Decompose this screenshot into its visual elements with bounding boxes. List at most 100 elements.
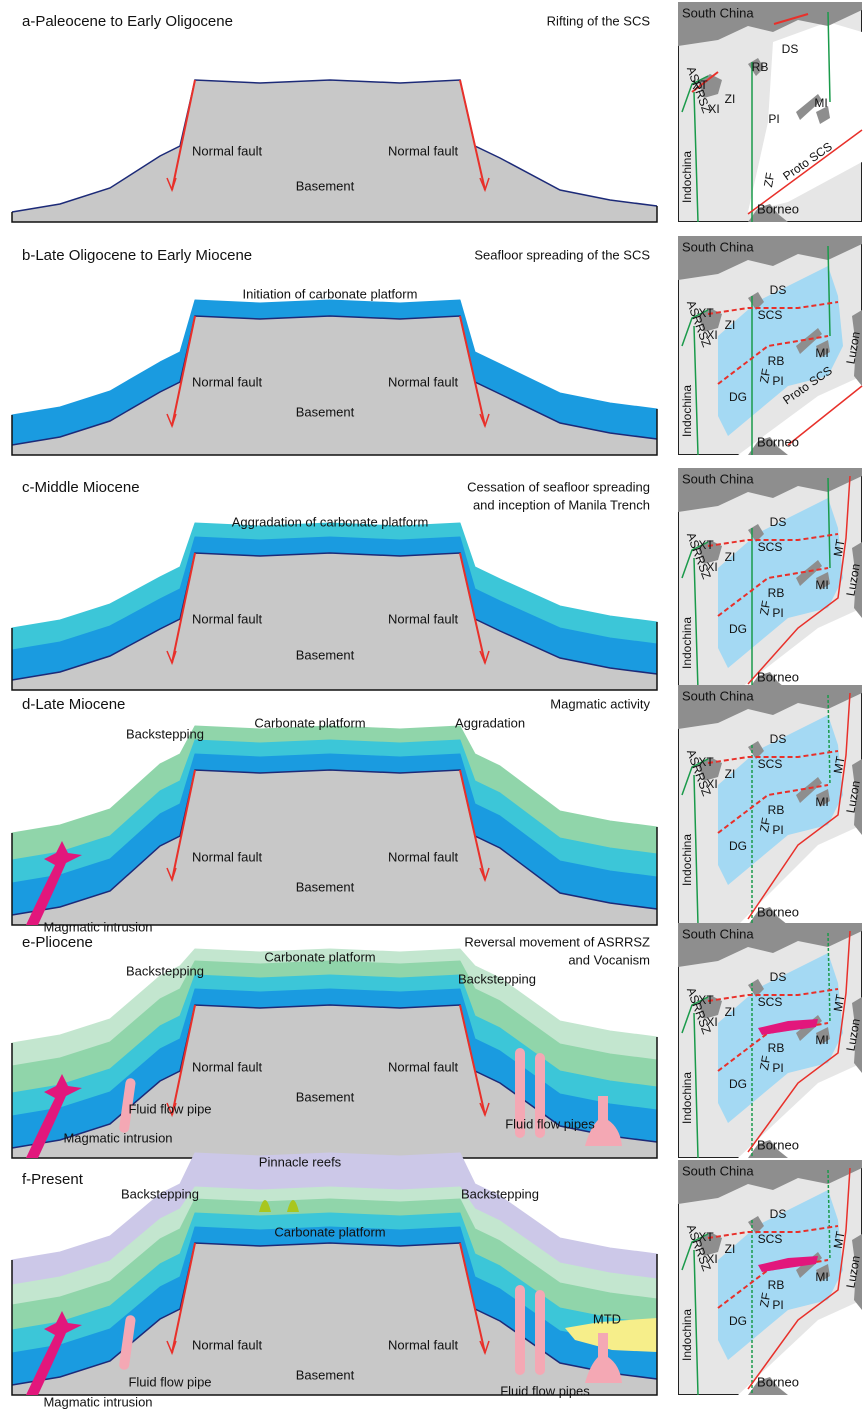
map-label: South China [682, 239, 754, 254]
panel-title: b-Late Oligocene to Early Miocene [22, 247, 252, 264]
map-label: RB [768, 586, 785, 600]
event-label: and inception of Manila Trench [473, 497, 650, 512]
map-label: DG [729, 839, 747, 853]
map: South ChinaDSRBXTZIXIPIMIASRRSZZFProto S… [678, 2, 862, 222]
section-label: Magmatic intrusion [43, 919, 152, 934]
section-label: Normal fault [388, 849, 458, 864]
map-label: PI [772, 374, 783, 388]
map-label: DS [770, 970, 787, 984]
section-label: Backstepping [121, 1186, 199, 1201]
section-label: Carbonate platform [254, 715, 365, 730]
map-label: ZI [725, 1242, 736, 1256]
map-label: Indochina [680, 1072, 694, 1124]
section-label: Backstepping [126, 726, 204, 741]
section-label: Basement [296, 1089, 355, 1104]
map-label: ZI [725, 92, 736, 106]
section-label: Backstepping [461, 1186, 539, 1201]
map-label: RB [768, 1041, 785, 1055]
map-label: MI [815, 1033, 828, 1047]
map-label: Borneo [757, 1374, 799, 1389]
section-label: Normal fault [388, 611, 458, 626]
map-label: South China [682, 688, 754, 703]
map-label: DS [782, 42, 799, 56]
map-label: SCS [758, 540, 783, 554]
map-label: Indochina [680, 385, 694, 437]
map-label: Borneo [757, 669, 799, 684]
section-label: Magmatic intrusion [43, 1394, 152, 1409]
map-label: MI [815, 346, 828, 360]
map-label: ZI [725, 767, 736, 781]
section-label: Normal fault [388, 1337, 458, 1352]
section-label: Normal fault [192, 374, 262, 389]
fluid-pipe [535, 1290, 545, 1375]
map-label: ZF [757, 599, 773, 616]
section-label: Magmatic intrusion [63, 1130, 172, 1145]
section-label: Basement [296, 647, 355, 662]
panel-title: c-Middle Miocene [22, 479, 140, 496]
basement [12, 80, 657, 222]
map-label: Borneo [757, 434, 799, 449]
figure: a-Paleocene to Early Oligocene Rifting of… [0, 0, 863, 1409]
map-label: Borneo [757, 1137, 799, 1152]
map-label: MI [815, 578, 828, 592]
section-label: Normal fault [192, 1059, 262, 1074]
map-label: South China [682, 926, 754, 941]
section-label: Normal fault [388, 143, 458, 158]
map-label: ZF [761, 171, 777, 188]
map-label: MI [815, 1270, 828, 1284]
map-label: PI [772, 606, 783, 620]
map-label: PI [772, 1298, 783, 1312]
map: South ChinaDSXTSCSZIXIMTMIRBPIZFDGASRRSZ… [678, 468, 863, 690]
section-label: Backstepping [458, 971, 536, 986]
map-label: RB [768, 354, 785, 368]
section-label: Carbonate platform [274, 1224, 385, 1239]
panel-title: d-Late Miocene [22, 696, 125, 713]
map: South ChinaDSXTSCSZIXIMIRBPIZFDGProto SC… [678, 236, 863, 455]
map-label: ZF [757, 1054, 773, 1071]
basement [12, 316, 657, 455]
map-label: MI [814, 96, 827, 110]
map-label: DS [770, 732, 787, 746]
map-label: Borneo [757, 904, 799, 919]
event-label: Rifting of the SCS [547, 13, 651, 28]
map-label: South China [682, 471, 754, 486]
section-label: Aggradation [455, 715, 525, 730]
panel-title: a-Paleocene to Early Oligocene [22, 13, 233, 30]
section-label: Carbonate platform [264, 949, 375, 964]
map-label: Indochina [680, 617, 694, 669]
map-label: DG [729, 1077, 747, 1091]
map-label: DS [770, 283, 787, 297]
map-label: ZF [757, 1291, 773, 1308]
event-label: Reversal movement of ASRRSZ [464, 934, 650, 949]
section-label: Normal fault [192, 611, 262, 626]
map-label: ZI [725, 550, 736, 564]
section-label: Normal fault [388, 1059, 458, 1074]
section-label: Aggradation of carbonate platform [232, 514, 429, 529]
section-label: Normal fault [192, 143, 262, 158]
map-label: MI [815, 795, 828, 809]
map-label: SCS [758, 1232, 783, 1246]
map-label: SCS [758, 757, 783, 771]
event-label: Magmatic activity [550, 696, 650, 711]
map-label: Indochina [680, 834, 694, 886]
map-label: ZI [725, 1005, 736, 1019]
panel-title: f-Present [22, 1171, 84, 1188]
section-label: Basement [296, 404, 355, 419]
map-label: SCS [758, 995, 783, 1009]
section-label: Normal fault [388, 374, 458, 389]
map-label: DS [770, 1207, 787, 1221]
map-label: PI [768, 112, 779, 126]
section-label: Fluid flow pipes [500, 1383, 590, 1398]
panel-title: e-Pliocene [22, 934, 93, 951]
map-label: RB [752, 60, 769, 74]
map-label: Indochina [680, 151, 694, 203]
event-label: Seafloor spreading of the SCS [474, 247, 650, 262]
map-label: ZF [757, 367, 773, 384]
page: a-Paleocene to Early Oligocene Rifting of… [0, 0, 863, 1409]
event-label: Cessation of seafloor spreading [467, 479, 650, 494]
map-label: RB [768, 1278, 785, 1292]
section-label: Basement [296, 879, 355, 894]
section-label: Normal fault [192, 1337, 262, 1352]
map: South ChinaDSXTSCSZIXIMTMIRBPIZFDGASRRSZ… [678, 923, 863, 1158]
